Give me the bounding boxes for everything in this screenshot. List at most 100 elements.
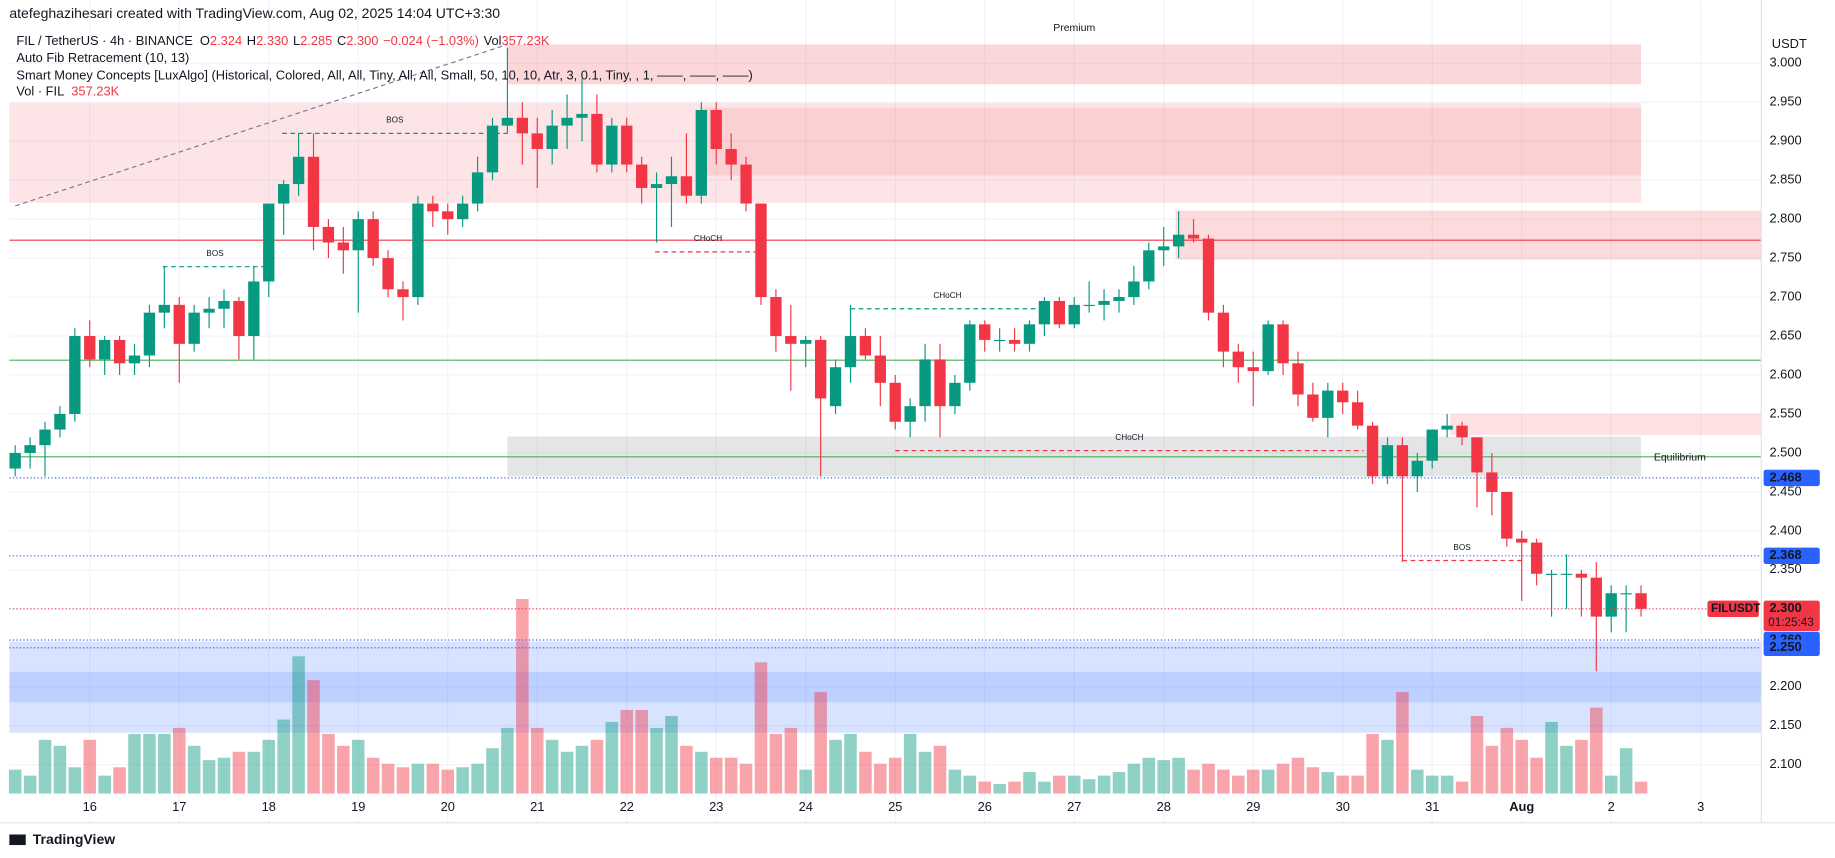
y-tick-label: 2.800 xyxy=(1769,211,1801,226)
structure-label: CHoCH xyxy=(933,291,961,300)
candle-body xyxy=(9,452,21,469)
volume-bar xyxy=(1336,775,1349,794)
candle-body xyxy=(1411,460,1423,477)
volume-bar xyxy=(128,733,141,794)
x-tick-label: 21 xyxy=(530,799,544,814)
candle-body xyxy=(755,203,767,298)
volume-bar xyxy=(1023,772,1036,794)
candle-body xyxy=(218,300,230,309)
price-badge xyxy=(1763,639,1820,656)
volume-bar xyxy=(1053,775,1066,794)
volume-bar xyxy=(1590,707,1603,794)
candle-body xyxy=(740,164,752,204)
candle-body xyxy=(1217,312,1230,352)
candle-body xyxy=(1471,437,1483,473)
x-tick-label: 30 xyxy=(1336,799,1350,814)
candle-body xyxy=(1516,538,1528,543)
quote-value: 2.300 xyxy=(346,34,378,49)
structure-label: CHoCH xyxy=(694,234,722,243)
y-tick-label: 3.000 xyxy=(1769,55,1801,70)
candle-body xyxy=(69,336,81,414)
x-tick-label: 28 xyxy=(1157,799,1171,814)
candle-body xyxy=(1277,324,1289,364)
candle-body xyxy=(188,312,200,344)
volume-bar xyxy=(545,739,559,794)
volume-bar xyxy=(1396,692,1409,794)
volume-bar xyxy=(262,739,276,794)
price-badge xyxy=(1763,600,1820,632)
candle-body xyxy=(770,297,782,337)
volume-bar xyxy=(113,767,126,794)
quote-key: O xyxy=(200,34,210,49)
volume-bar xyxy=(575,745,589,794)
candle-body xyxy=(427,203,439,212)
volume-bar xyxy=(1381,739,1394,794)
x-tick-label: 26 xyxy=(978,799,992,814)
volume-bar xyxy=(560,751,574,794)
candle-body xyxy=(949,382,961,407)
candle-body xyxy=(367,219,379,259)
volume-bar xyxy=(23,775,37,794)
x-tick-label: 16 xyxy=(83,799,97,814)
volume-bar xyxy=(1530,757,1543,794)
candle-body xyxy=(292,156,305,185)
volume-name: Vol · FIL xyxy=(16,84,64,99)
volume-bar xyxy=(1351,775,1364,794)
volume-bar xyxy=(217,757,231,794)
y-tick-label: 2.700 xyxy=(1769,288,1801,303)
volume-bar xyxy=(1127,763,1141,794)
volume-bar xyxy=(918,751,932,794)
volume-bar xyxy=(799,769,813,794)
candle-body xyxy=(829,367,842,407)
candle-body xyxy=(39,429,51,446)
candle-body xyxy=(1038,300,1051,325)
symbol: FIL / TetherUS · 4h · BINANCE xyxy=(16,34,193,49)
candle-body xyxy=(1366,425,1379,477)
candle-body xyxy=(889,382,901,422)
candle-body xyxy=(516,117,528,134)
volume-bar xyxy=(933,745,947,794)
volume-bar xyxy=(1321,772,1335,794)
volume-bar xyxy=(1097,775,1111,794)
candle-body xyxy=(442,211,454,220)
structure-label: CHoCH xyxy=(1115,433,1143,442)
candle-body xyxy=(233,300,245,337)
quote-value: 2.324 xyxy=(210,34,242,49)
volume-bar xyxy=(1067,775,1081,794)
y-tick-label: 2.200 xyxy=(1769,678,1801,693)
candle-body xyxy=(263,203,275,282)
candle-body xyxy=(576,113,588,118)
volume-bar xyxy=(441,769,455,794)
y-tick-label: 2.150 xyxy=(1769,717,1801,732)
y-tick-label: 2.500 xyxy=(1769,444,1801,459)
volume-bar xyxy=(337,745,350,794)
zone xyxy=(9,671,1762,703)
price-badge xyxy=(1763,469,1820,487)
candle-body xyxy=(501,117,514,126)
volume-bar xyxy=(1500,727,1514,794)
candle-body xyxy=(1262,324,1274,372)
candle-body xyxy=(456,203,469,220)
volume-bar xyxy=(426,763,440,794)
candle-body xyxy=(710,110,722,149)
candle-body xyxy=(621,125,633,165)
volume-bar xyxy=(172,727,186,794)
candle-body xyxy=(1247,367,1259,372)
candle-body xyxy=(695,110,707,196)
change: −0.024 (−1.03%) xyxy=(383,34,479,49)
volume-bar xyxy=(501,727,514,794)
fib-trend-line xyxy=(14,43,508,207)
candle-body xyxy=(919,359,931,407)
y-tick-label: 2.900 xyxy=(1769,133,1801,148)
candle-body xyxy=(1456,425,1468,438)
x-tick-label: 18 xyxy=(262,799,276,814)
candle-body xyxy=(1381,445,1394,477)
candle-body xyxy=(546,125,558,149)
candle-body xyxy=(1232,351,1244,368)
candle-body xyxy=(1635,593,1647,609)
x-tick-label: 22 xyxy=(620,799,634,814)
candle-body xyxy=(1187,234,1200,239)
candle-body xyxy=(680,176,693,196)
candle-body xyxy=(1053,300,1065,325)
